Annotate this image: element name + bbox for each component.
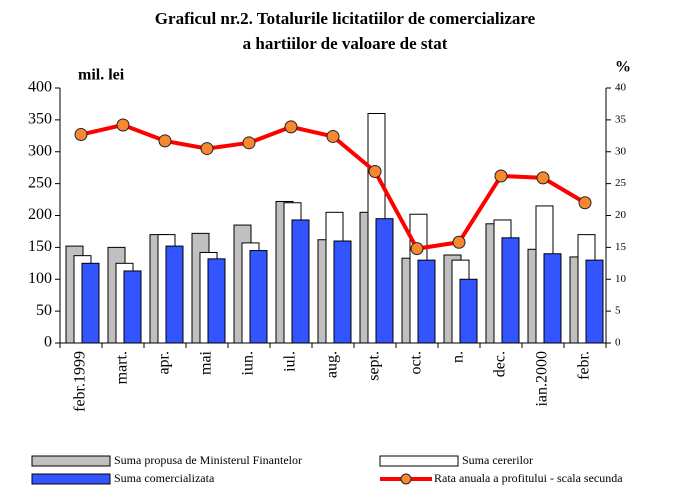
chart-title: a hartiilor de valoare de stat <box>243 34 448 53</box>
legend-swatch <box>31 455 111 467</box>
y2-tick-label: 5 <box>615 305 621 317</box>
marker <box>200 142 214 156</box>
bar <box>417 259 436 344</box>
x-tick-label: dec. <box>492 351 509 377</box>
x-tick-label: mai <box>198 350 215 375</box>
marker <box>326 129 340 143</box>
marker <box>242 136 256 150</box>
x-tick-label: iul. <box>282 351 299 372</box>
bar <box>375 218 394 344</box>
marker <box>284 120 298 134</box>
x-tick-label: ian.2000 <box>534 351 551 407</box>
x-tick-label: febr. <box>576 351 593 380</box>
y-axis-label: mil. lei <box>78 67 125 84</box>
legend-label: Suma cererilor <box>462 453 533 467</box>
marker <box>158 134 172 148</box>
legend-swatch <box>400 473 412 485</box>
y2-tick-label: 40 <box>615 82 627 94</box>
bar <box>291 219 310 344</box>
y-tick-label: 350 <box>28 111 52 128</box>
bar <box>207 258 226 344</box>
bar <box>249 250 268 344</box>
x-tick-label: mart. <box>114 351 131 384</box>
y2-tick-label: 0 <box>615 337 621 349</box>
bar <box>81 262 100 344</box>
bar <box>333 240 352 344</box>
y2-tick-label: 35 <box>615 113 627 125</box>
x-tick-label: n. <box>450 351 467 363</box>
y-tick-label: 50 <box>36 302 52 319</box>
marker <box>494 169 508 183</box>
bar <box>543 253 562 344</box>
y2-axis-label: % <box>615 59 631 76</box>
x-tick-label: febr.1999 <box>72 351 89 412</box>
bar <box>123 270 142 344</box>
marker <box>536 171 550 185</box>
legend-label: Suma comercializata <box>114 471 215 485</box>
marker <box>116 118 130 132</box>
y-tick-label: 200 <box>28 206 52 223</box>
y-tick-label: 300 <box>28 142 52 159</box>
y2-tick-label: 25 <box>615 177 627 189</box>
legend-swatch <box>31 473 111 485</box>
x-tick-label: apr. <box>156 351 173 375</box>
bar <box>459 278 478 344</box>
bar <box>165 245 184 344</box>
y2-tick-label: 30 <box>615 145 627 157</box>
y2-tick-label: 10 <box>615 273 627 285</box>
marker <box>452 235 466 249</box>
y-tick-label: 0 <box>44 334 52 351</box>
legend-swatch <box>379 455 459 467</box>
legend-label: Rata anuala a profitului - scala secunda <box>434 471 623 485</box>
chart-title: Graficul nr.2. Totalurile licitatiilor d… <box>155 9 536 28</box>
legend-label: Suma propusa de Ministerul Finantelor <box>114 453 302 467</box>
x-tick-label: oct. <box>408 351 425 375</box>
bar <box>501 237 520 344</box>
y-tick-label: 400 <box>28 79 52 96</box>
bar <box>585 259 604 344</box>
y2-tick-label: 15 <box>615 241 627 253</box>
y-tick-label: 100 <box>28 270 52 287</box>
y2-tick-label: 20 <box>615 209 627 221</box>
y-tick-label: 150 <box>28 238 52 255</box>
x-tick-label: iun. <box>240 351 257 375</box>
x-tick-label: aug. <box>324 351 341 378</box>
marker <box>578 196 592 210</box>
x-tick-label: sept. <box>366 351 383 381</box>
marker <box>410 242 424 256</box>
y-tick-label: 250 <box>28 174 52 191</box>
marker <box>368 165 382 179</box>
marker <box>74 128 88 142</box>
